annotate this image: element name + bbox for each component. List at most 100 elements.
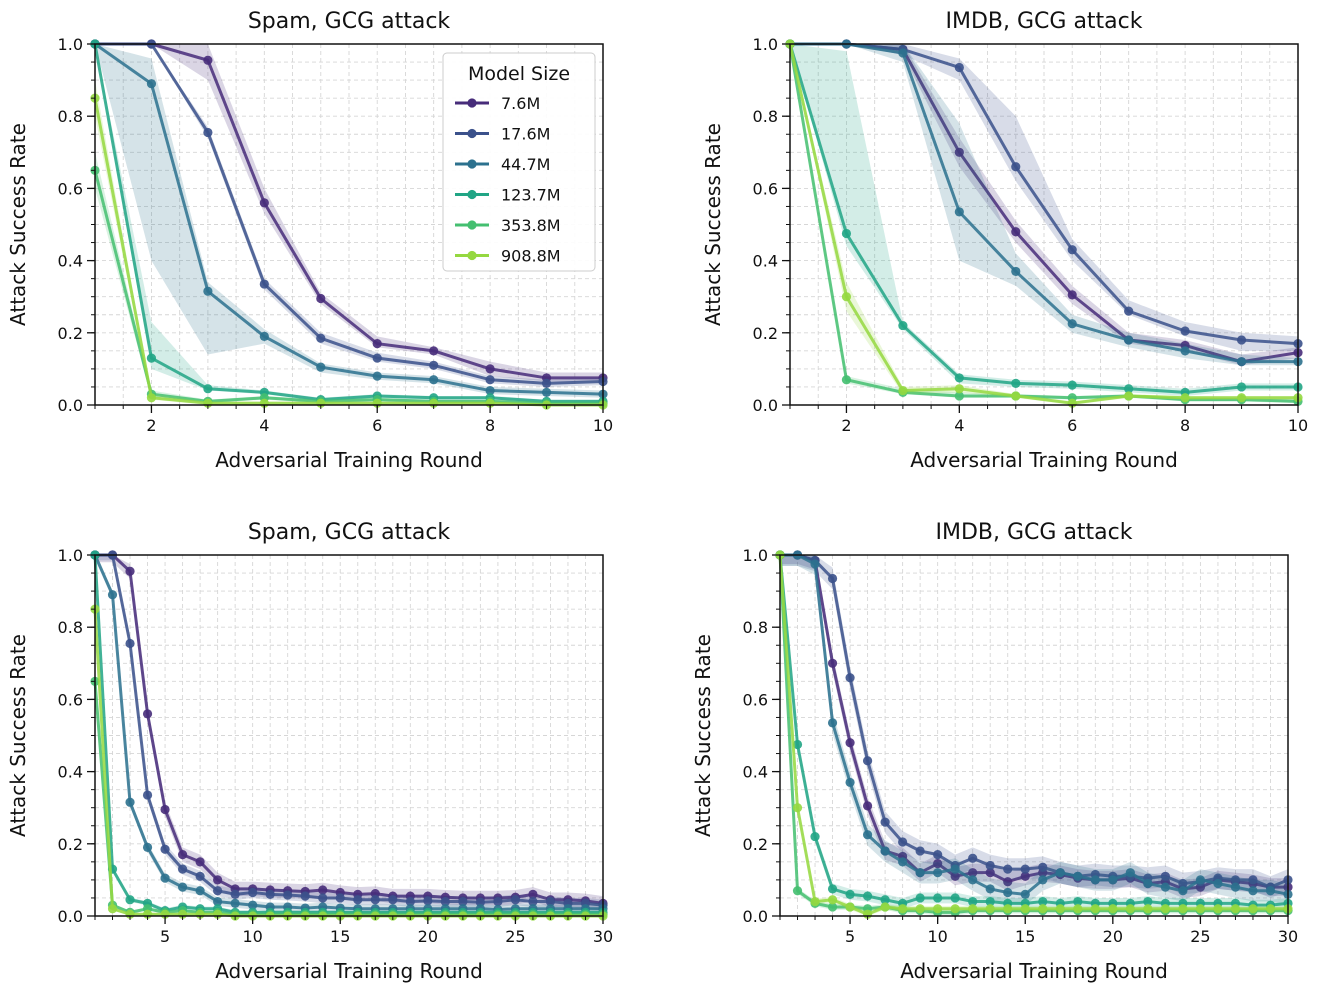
x-tick-label: 30 (1278, 927, 1298, 946)
data-point (316, 334, 325, 343)
data-point (916, 846, 925, 855)
x-tick-label: 10 (1288, 416, 1308, 435)
x-tick-label: 10 (242, 927, 262, 946)
y-tick-label: 0.6 (58, 179, 83, 198)
data-point (231, 899, 240, 908)
y-tick-label: 0.6 (58, 690, 83, 709)
data-point (863, 756, 872, 765)
data-point (108, 590, 117, 599)
x-tick-label: 8 (485, 416, 495, 435)
data-point (266, 890, 275, 899)
legend-title: Model Size (468, 63, 570, 85)
data-point (933, 850, 942, 859)
data-point (1196, 904, 1205, 913)
y-tick-label: 1.0 (58, 546, 83, 565)
series-17.6M (775, 550, 1292, 898)
x-tick-label: 20 (1103, 927, 1123, 946)
series-7.6M (775, 550, 1292, 898)
data-point (1073, 904, 1082, 913)
data-point (1124, 307, 1133, 316)
x-axis-label: Adversarial Training Round (215, 448, 483, 472)
y-tick-label: 0.4 (743, 763, 768, 782)
data-point (881, 818, 890, 827)
data-point (373, 353, 382, 362)
y-tick-label: 0.0 (753, 396, 778, 415)
data-point (955, 63, 964, 72)
data-point (828, 718, 837, 727)
x-tick-label: 6 (372, 416, 382, 435)
data-point (108, 904, 117, 913)
data-point (1108, 875, 1117, 884)
data-point (916, 868, 925, 877)
confidence-band (780, 555, 1288, 898)
confidence-band (780, 555, 1288, 898)
data-point (178, 864, 187, 873)
legend-marker (467, 190, 476, 199)
data-point (147, 353, 156, 362)
data-point (1161, 883, 1170, 892)
data-point (143, 843, 152, 852)
data-point (160, 873, 169, 882)
data-point (951, 904, 960, 913)
y-axis-label: Attack Success Rate (6, 123, 30, 326)
data-point (1068, 381, 1077, 390)
data-point (1011, 267, 1020, 276)
data-point (1143, 879, 1152, 888)
x-tick-label: 15 (1015, 927, 1035, 946)
data-point (898, 48, 907, 57)
data-point (1213, 904, 1222, 913)
data-point (248, 888, 257, 897)
data-point (125, 798, 134, 807)
data-point (933, 904, 942, 913)
data-point (951, 893, 960, 902)
data-point (260, 279, 269, 288)
y-tick-label: 0.2 (753, 324, 778, 343)
data-point (1091, 875, 1100, 884)
y-tick-label: 0.4 (753, 252, 778, 271)
data-point (1181, 346, 1190, 355)
y-tick-label: 0.6 (753, 179, 778, 198)
data-point (1003, 904, 1012, 913)
y-tick-label: 0.0 (58, 396, 83, 415)
x-tick-label: 6 (1067, 416, 1077, 435)
data-point (353, 895, 362, 904)
y-axis-label: Attack Success Rate (6, 634, 30, 837)
data-point (951, 864, 960, 873)
data-point (213, 886, 222, 895)
data-point (373, 372, 382, 381)
legend-marker (467, 251, 476, 260)
data-point (898, 321, 907, 330)
data-point (316, 362, 325, 371)
data-point (1068, 290, 1077, 299)
data-point (203, 128, 212, 137)
legend-marker (467, 159, 476, 168)
x-tick-label: 15 (330, 927, 350, 946)
data-point (1248, 904, 1257, 913)
x-tick-label: 2 (841, 416, 851, 435)
data-point (845, 890, 854, 899)
data-point (429, 375, 438, 384)
data-point (125, 567, 134, 576)
data-point (955, 207, 964, 216)
data-point (1021, 864, 1030, 873)
y-tick-label: 0.8 (753, 107, 778, 126)
data-point (828, 895, 837, 904)
data-point (986, 904, 995, 913)
x-tick-label: 5 (845, 927, 855, 946)
data-point (1237, 382, 1246, 391)
data-point (260, 332, 269, 341)
x-tick-label: 20 (418, 927, 438, 946)
legend-marker (467, 220, 476, 229)
data-point (986, 884, 995, 893)
data-point (1011, 227, 1020, 236)
data-point (373, 339, 382, 348)
data-point (1126, 868, 1135, 877)
data-point (1237, 357, 1246, 366)
data-point (881, 902, 890, 911)
x-tick-label: 25 (1190, 927, 1210, 946)
data-point (968, 904, 977, 913)
x-axis: 2 4 6 8 10 (790, 405, 1308, 435)
data-point (1196, 875, 1205, 884)
x-tick-label: 8 (1180, 416, 1190, 435)
